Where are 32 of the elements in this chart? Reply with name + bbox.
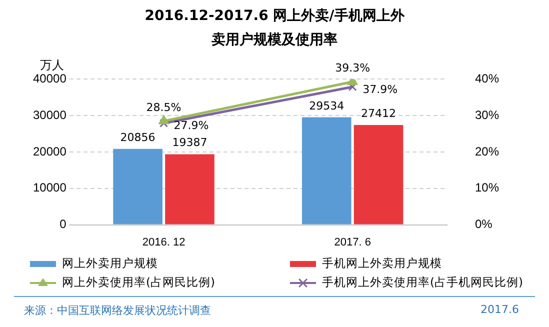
y2-tick-label: 30% — [474, 108, 500, 122]
text: 2017.6 — [480, 303, 519, 318]
legend-label: 网上外卖使用率(占网民比例) — [62, 275, 215, 290]
y-tick-label: 40000 — [32, 72, 67, 86]
source-note: 来源：中国互联网络发展状况统计调查 — [24, 303, 211, 318]
data-label: 29534 — [309, 99, 344, 112]
y2-tick-label: 0% — [474, 217, 493, 232]
bar — [165, 154, 214, 224]
y2-tick-label: 40% — [474, 72, 500, 86]
y2-tick-label: 10% — [474, 180, 500, 195]
y-tick-label: 10000 — [32, 180, 67, 195]
chart-title: 2016.12-2017.6 网上外卖/手机网上外卖用户规模及使用率 — [144, 7, 406, 50]
data-label: 37.9% — [362, 82, 398, 96]
y-tick-label: 0 — [60, 217, 67, 232]
data-label: 39.3% — [335, 62, 370, 75]
bar — [302, 117, 352, 224]
y-tick-label: 20000 — [32, 144, 67, 158]
y-tick-label: 30000 — [32, 108, 67, 122]
legend-label: 网上外卖用户规模 — [62, 256, 158, 271]
legend-label: 手机网上外卖用户规模 — [322, 256, 442, 271]
x-tick-label: 2016. 12 — [142, 236, 186, 248]
y2-tick-label: 20% — [474, 144, 500, 158]
data-label: 27.9% — [174, 119, 209, 132]
data-label: 20856 — [120, 130, 156, 144]
data-label: 27412 — [361, 107, 396, 120]
data-label: 28.5% — [146, 101, 182, 114]
bar — [113, 148, 162, 224]
bar — [354, 125, 404, 224]
data-label: 19387 — [172, 136, 208, 150]
y-axis-title: 万人 — [40, 58, 64, 72]
x-tick-label: 2017. 6 — [334, 236, 371, 248]
legend-label: 手机网上外卖使用率(占手机网民比例) — [322, 275, 523, 290]
